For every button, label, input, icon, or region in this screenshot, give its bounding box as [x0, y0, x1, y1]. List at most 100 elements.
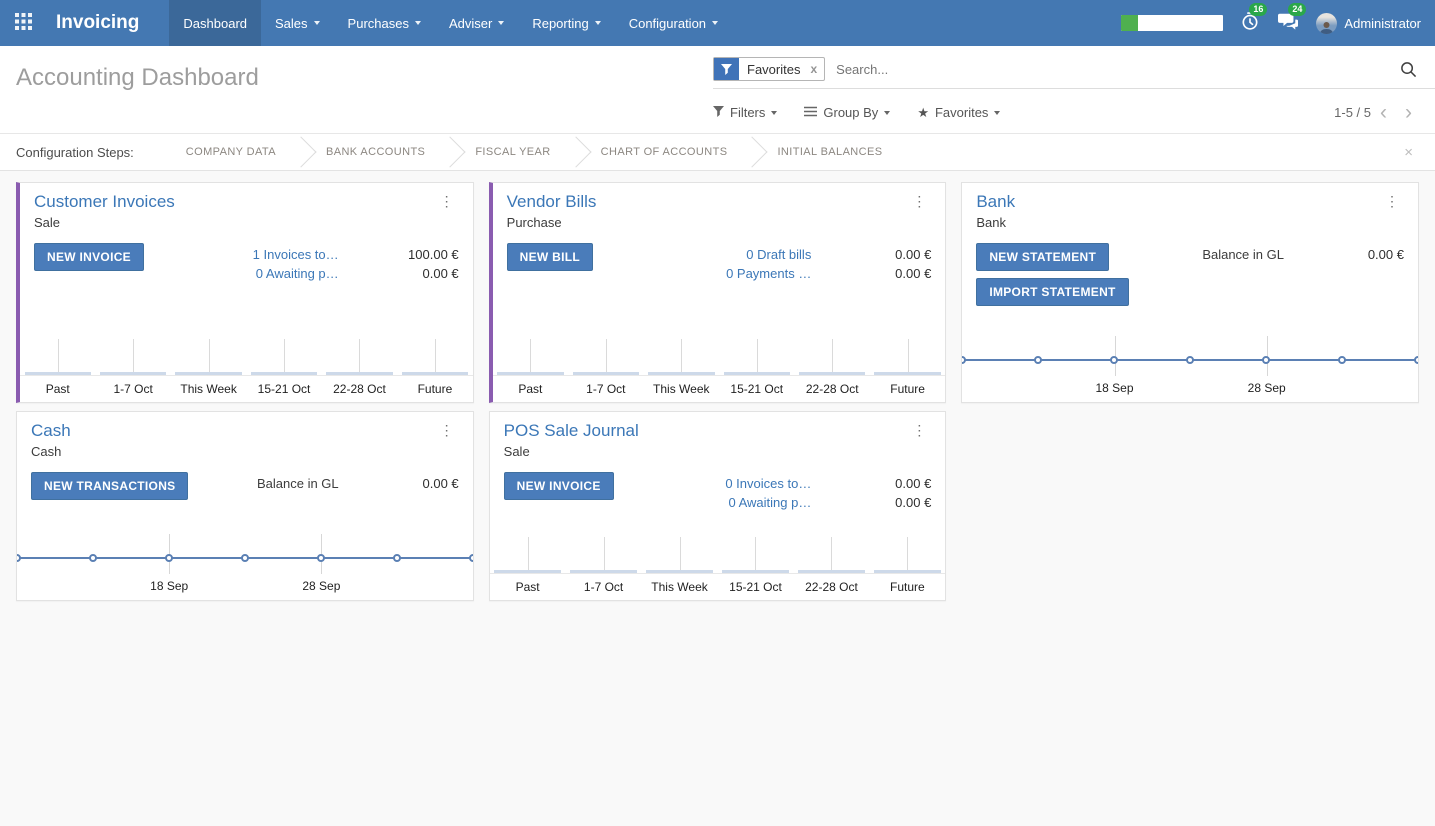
search-icon[interactable] — [1400, 61, 1417, 78]
card-body: NEW BILL 0 Draft bills 0.00 €0 Payments … 0… — [493, 230, 946, 283]
bar-value — [494, 570, 562, 573]
axis-tick — [359, 339, 361, 372]
stat-link[interactable]: 1 Invoices to… — [252, 247, 339, 262]
stat-link[interactable]: 0 Invoices to… — [725, 476, 812, 491]
kebab-menu-icon[interactable]: ⋮ — [1379, 193, 1405, 209]
stat-value: 0.00 € — [895, 266, 932, 281]
card-buttons: NEW INVOICE — [503, 472, 676, 500]
chevron-down-icon — [712, 21, 719, 25]
bar-column — [568, 330, 643, 375]
card-title[interactable]: Vendor Bills — [506, 192, 597, 211]
bar-column — [718, 528, 794, 573]
axis-tick — [832, 339, 834, 372]
star-icon: ★ — [917, 105, 929, 120]
search-bar: Favorites x — [713, 54, 1435, 89]
card-stats: Balance in GL 0.00 € — [1148, 243, 1404, 264]
stat-value: 0.00 € — [895, 476, 932, 491]
pager-next-button[interactable]: › — [1396, 102, 1421, 123]
favorites-button[interactable]: ★ Favorites — [917, 105, 1001, 120]
filter-toolbar: Filters Group By ★ Favorites 1-5 / 5 ‹ › — [713, 102, 1435, 123]
app-brand-title[interactable]: Invoicing — [56, 12, 140, 33]
x-axis-label: 28 Sep — [302, 579, 341, 593]
stat-row: Balance in GL 0.00 € — [203, 475, 459, 493]
pager-previous-button[interactable]: ‹ — [1371, 102, 1396, 123]
config-step-initial-balances[interactable]: INITIAL BALANCES — [777, 146, 883, 158]
card-stats: Balance in GL 0.00 € — [203, 472, 459, 493]
user-menu[interactable]: Administrator — [1316, 12, 1421, 34]
filters-button[interactable]: Filters — [713, 105, 778, 120]
facet-remove-icon[interactable]: x — [810, 62, 818, 76]
stat-link[interactable]: 0 Awaiting p… — [255, 266, 339, 281]
messages-button[interactable]: 24 — [1277, 2, 1307, 36]
apps-menu-button[interactable] — [0, 0, 46, 46]
close-icon[interactable]: × — [1398, 144, 1419, 161]
stat-link[interactable]: 0 Awaiting p… — [728, 495, 812, 510]
new-bill-button[interactable]: NEW BILL — [506, 243, 594, 271]
kebab-menu-icon[interactable]: ⋮ — [906, 193, 932, 209]
menu-sales[interactable]: Sales — [261, 0, 334, 46]
search-input[interactable] — [832, 59, 1400, 79]
menu-purchases[interactable]: Purchases — [334, 0, 435, 46]
bar-value — [798, 372, 866, 375]
bar-column — [642, 528, 718, 573]
card-title[interactable]: Customer Invoices — [34, 192, 175, 211]
new-transactions-button[interactable]: NEW TRANSACTIONS — [31, 472, 189, 500]
card-subtitle: Bank — [976, 215, 1006, 230]
card-buttons: NEW BILL — [506, 243, 679, 271]
apps-grid-icon — [14, 13, 32, 33]
x-axis-label: 1-7 Oct — [583, 580, 624, 594]
card-subtitle: Purchase — [506, 215, 562, 230]
kebab-menu-icon[interactable]: ⋮ — [906, 422, 932, 438]
data-point-marker — [1413, 356, 1418, 364]
bar-value — [648, 372, 715, 375]
funnel-icon — [714, 58, 739, 80]
config-step-fiscal-year[interactable]: FISCAL YEAR — [475, 146, 551, 158]
journal-card-pos-sale-journal: POS Sale Journal ⋮ Sale NEW INVOICE 0 Invoic… — [488, 411, 947, 601]
config-step-bank-accounts[interactable]: BANK ACCOUNTS — [325, 146, 426, 158]
menu-reporting[interactable]: Reporting — [518, 0, 614, 46]
menu-adviser[interactable]: Adviser — [435, 0, 518, 46]
menu-configuration[interactable]: Configuration — [615, 0, 732, 46]
chevron-down-icon — [884, 110, 891, 115]
card-title[interactable]: Cash — [31, 421, 71, 440]
data-point-marker — [1034, 356, 1043, 364]
chevron-down-icon — [313, 21, 320, 25]
x-axis-labels: Past 1-7 Oct This Week 15-21 Oct 22-28 Oct Fu… — [493, 376, 946, 402]
stat-link[interactable]: 0 Payments … — [726, 266, 812, 281]
card-header: Bank ⋮ Bank — [962, 183, 1418, 230]
card-body: NEW TRANSACTIONS Balance in GL 0.00 € — [17, 459, 473, 500]
menu-label: Configuration — [628, 15, 707, 31]
new-statement-button[interactable]: NEW STATEMENT — [976, 243, 1110, 271]
stat-label: Balance in GL — [1202, 247, 1284, 262]
group-by-button[interactable]: Group By — [804, 105, 891, 120]
bar-column — [397, 330, 472, 375]
x-axis-label: 15-21 Oct — [729, 580, 782, 594]
new-invoice-button[interactable]: NEW INVOICE — [34, 243, 144, 271]
kebab-menu-icon[interactable]: ⋮ — [434, 422, 460, 438]
bar-value — [722, 570, 789, 573]
top-navbar: Invoicing Dashboard Sales Purchases Adviser… — [0, 0, 1435, 46]
bar-chart — [20, 330, 473, 376]
config-step-chart-of-accounts[interactable]: CHART OF ACCOUNTS — [600, 146, 728, 158]
chevron-down-icon — [414, 21, 421, 25]
import-statement-button[interactable]: IMPORT STATEMENT — [976, 278, 1129, 306]
journal-card-customer-invoices: Customer Invoices ⋮ Sale NEW INVOICE 1 Invoi… — [16, 182, 474, 403]
menu-dashboard[interactable]: Dashboard — [169, 0, 262, 46]
axis-tick — [679, 537, 681, 570]
stat-link[interactable]: 0 Draft bills — [746, 247, 812, 262]
axis-tick — [681, 339, 683, 372]
x-axis-label: 22-28 Oct — [805, 382, 859, 396]
data-point-marker — [1262, 356, 1271, 364]
card-title[interactable]: Bank — [976, 192, 1016, 211]
menu-label: Sales — [275, 15, 308, 31]
kebab-menu-icon[interactable]: ⋮ — [434, 193, 460, 209]
data-point-marker — [468, 554, 473, 562]
card-header: Customer Invoices ⋮ Sale — [20, 183, 473, 230]
config-step-company-data[interactable]: COMPANY DATA — [185, 146, 276, 158]
card-title[interactable]: POS Sale Journal — [503, 421, 639, 440]
bar-column — [566, 528, 642, 573]
line-chart — [17, 528, 473, 574]
activities-button[interactable]: 16 — [1240, 2, 1268, 36]
new-invoice-button[interactable]: NEW INVOICE — [503, 472, 614, 500]
bar-column — [493, 330, 568, 375]
